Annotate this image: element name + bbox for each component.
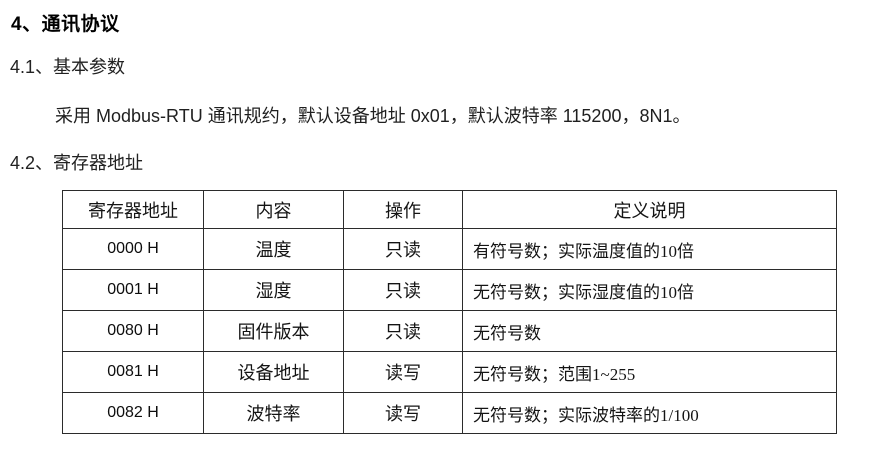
cell-register-address: 0081 H (62, 351, 204, 393)
register-table: 寄存器地址 内容 操作 定义说明 0000 H 温度 只读 有符号数；实际温度值… (62, 190, 837, 434)
header-register-address: 寄存器地址 (62, 190, 204, 229)
cell-operation: 只读 (343, 269, 463, 311)
cell-definition: 无符号数；实际波特率的1/100 (462, 392, 837, 434)
cell-definition: 无符号数；实际湿度值的10倍 (462, 269, 837, 311)
cell-content: 波特率 (203, 392, 344, 434)
cell-operation: 只读 (343, 228, 463, 270)
header-content: 内容 (203, 190, 344, 229)
cell-register-address: 0000 H (62, 228, 204, 270)
cell-content: 湿度 (203, 269, 344, 311)
cell-register-address: 0001 H (62, 269, 204, 311)
cell-register-address: 0082 H (62, 392, 204, 434)
cell-operation: 读写 (343, 351, 463, 393)
subsection-heading-register-addr: 4.2、寄存器地址 (10, 153, 144, 173)
cell-definition: 无符号数 (462, 310, 837, 352)
table-row: 0080 H 固件版本 只读 无符号数 (62, 310, 837, 352)
cell-register-address: 0080 H (62, 310, 204, 352)
cell-content: 温度 (203, 228, 344, 270)
table-row: 0082 H 波特率 读写 无符号数；实际波特率的1/100 (62, 392, 837, 434)
table-row: 0081 H 设备地址 读写 无符号数；范围1~255 (62, 351, 837, 393)
cell-operation: 读写 (343, 392, 463, 434)
cell-operation: 只读 (343, 310, 463, 352)
subsection-heading-basic-params: 4.1、基本参数 (10, 57, 126, 77)
cell-definition: 有符号数；实际温度值的10倍 (462, 228, 837, 270)
cell-definition: 无符号数；范围1~255 (462, 351, 837, 393)
table-row: 0000 H 温度 只读 有符号数；实际温度值的10倍 (62, 228, 837, 270)
section-title: 4、通讯协议 (11, 14, 120, 35)
header-operation: 操作 (343, 190, 463, 229)
table-row: 0001 H 湿度 只读 无符号数；实际湿度值的10倍 (62, 269, 837, 311)
header-definition: 定义说明 (462, 190, 837, 229)
table-header-row: 寄存器地址 内容 操作 定义说明 (62, 190, 837, 229)
cell-content: 设备地址 (203, 351, 344, 393)
protocol-paragraph: 采用 Modbus-RTU 通讯规约，默认设备地址 0x01，默认波特率 115… (55, 106, 691, 126)
cell-content: 固件版本 (203, 310, 344, 352)
